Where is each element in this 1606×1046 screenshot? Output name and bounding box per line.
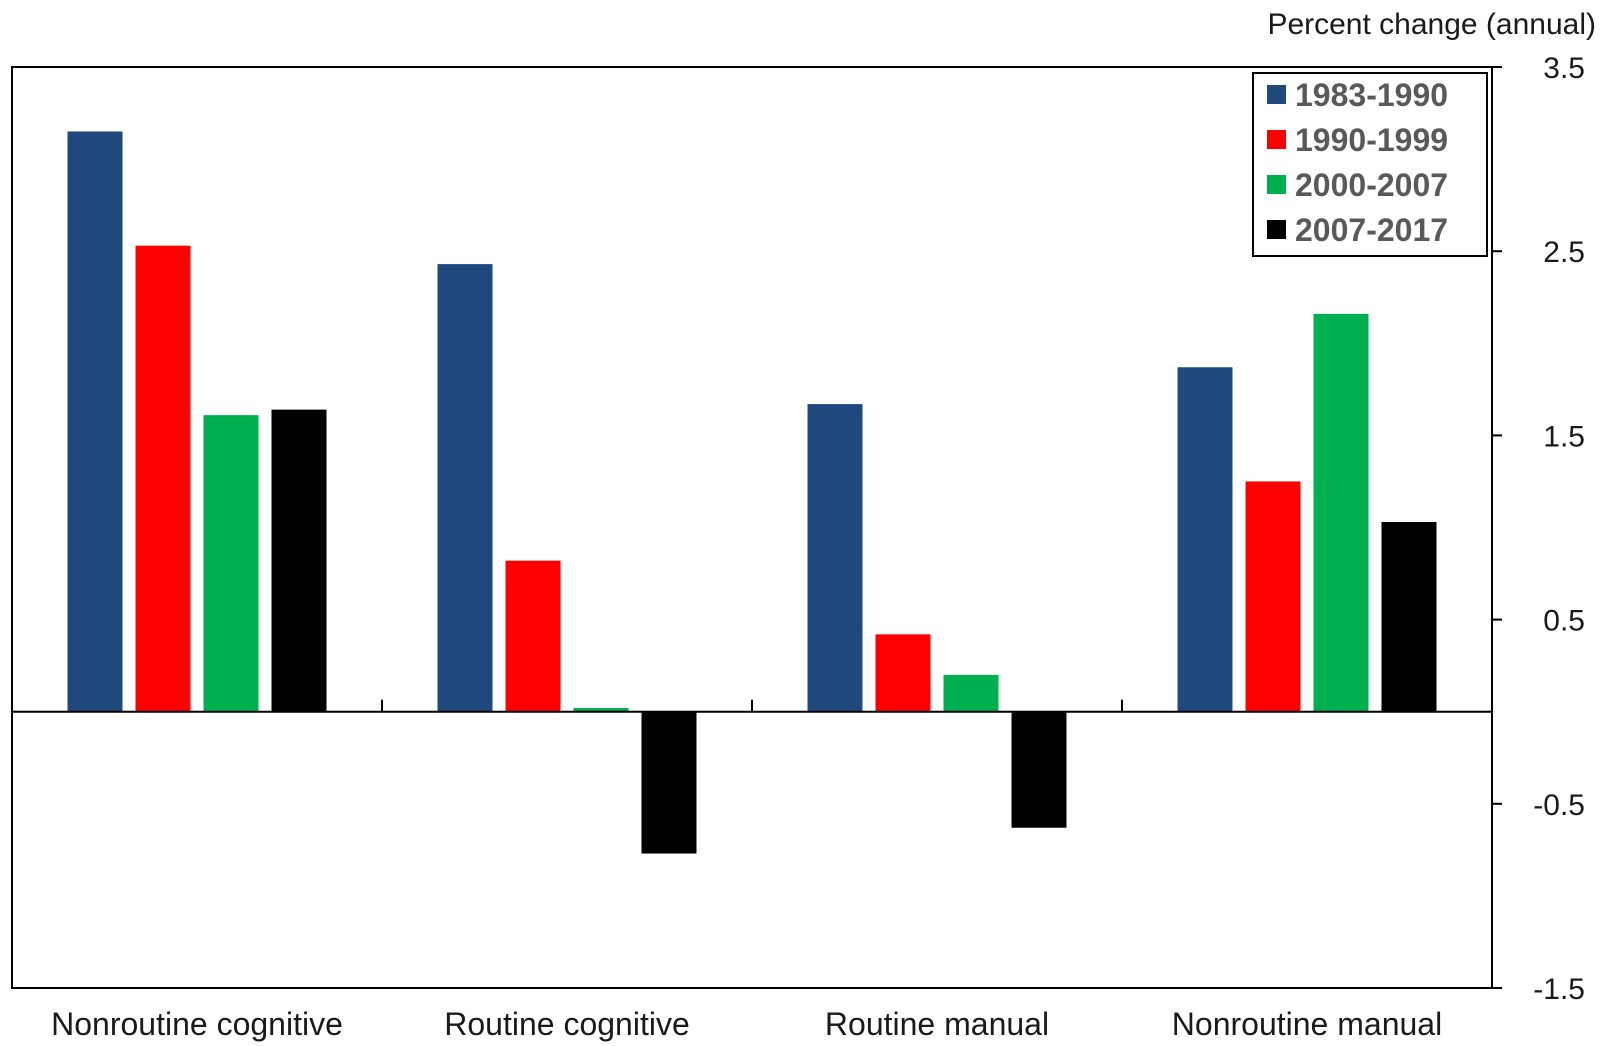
category-labels: Nonroutine cognitive Routine cognitive Rou… bbox=[51, 1006, 1442, 1042]
bar bbox=[1313, 313, 1369, 712]
legend-swatch bbox=[1267, 175, 1286, 194]
legend-swatch bbox=[1267, 220, 1286, 239]
bar bbox=[437, 264, 493, 712]
y-tick-label: -0.5 bbox=[1533, 789, 1585, 822]
y-axis-tick-labels: 3.5 2.5 1.5 0.5 -0.5 -1.5 bbox=[1533, 52, 1585, 1006]
y-tick-label: 1.5 bbox=[1543, 420, 1585, 453]
bar bbox=[135, 245, 191, 712]
legend-swatch bbox=[1267, 130, 1286, 149]
category-label: Nonroutine manual bbox=[1172, 1006, 1442, 1042]
y-tick-label: 0.5 bbox=[1543, 605, 1585, 638]
y-tick-label: 3.5 bbox=[1543, 52, 1585, 85]
legend: 1983-1990 1990-1999 2000-2007 2007-2017 bbox=[1252, 72, 1488, 257]
legend-label: 1990-1999 bbox=[1295, 122, 1448, 158]
legend-swatch bbox=[1267, 85, 1286, 104]
legend-label: 1983-1990 bbox=[1295, 77, 1448, 113]
legend-label: 2000-2007 bbox=[1295, 167, 1448, 203]
bar bbox=[573, 708, 629, 712]
category-label: Routine manual bbox=[825, 1006, 1049, 1042]
bar bbox=[943, 674, 999, 712]
bar bbox=[67, 131, 123, 712]
plot-frame bbox=[11, 66, 1493, 989]
bar bbox=[1381, 521, 1437, 712]
bar bbox=[807, 404, 863, 712]
y-axis-unit-label: Percent change (annual) bbox=[1267, 8, 1596, 41]
y-tick-label: -1.5 bbox=[1533, 973, 1585, 1006]
y-tick-label: 2.5 bbox=[1543, 236, 1585, 269]
legend-box bbox=[1252, 72, 1488, 257]
bar bbox=[1177, 367, 1233, 712]
bar bbox=[505, 560, 561, 712]
category-label: Routine cognitive bbox=[444, 1006, 689, 1042]
category-label: Nonroutine cognitive bbox=[51, 1006, 343, 1042]
y-axis-ticks bbox=[1492, 66, 1502, 989]
bars-layer bbox=[67, 131, 1437, 854]
bar bbox=[1011, 711, 1067, 828]
legend-label: 2007-2017 bbox=[1295, 212, 1448, 248]
bar bbox=[1245, 481, 1301, 712]
bar bbox=[271, 409, 327, 712]
bar bbox=[203, 415, 259, 712]
bar bbox=[641, 711, 697, 854]
bar bbox=[875, 634, 931, 712]
category-ticks bbox=[381, 699, 1123, 712]
